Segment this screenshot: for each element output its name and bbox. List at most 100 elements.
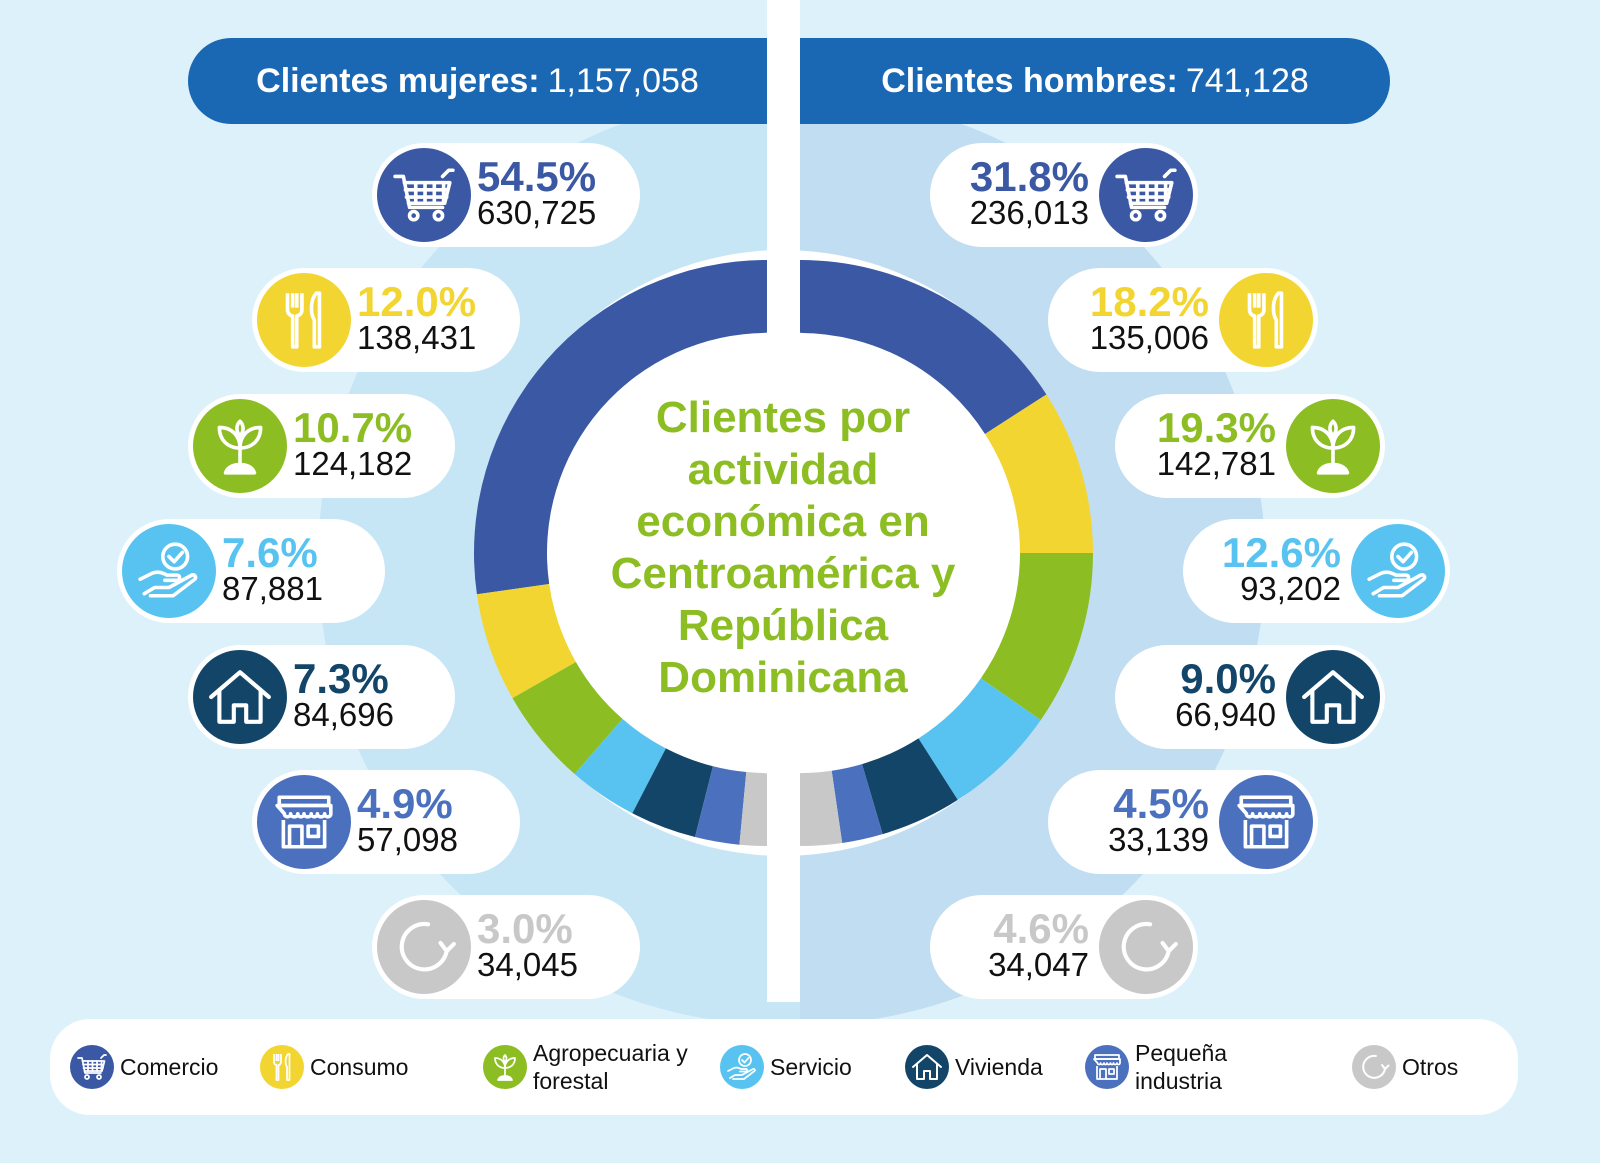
stat-count: 138,431 xyxy=(357,319,477,356)
hand-check-icon xyxy=(1365,538,1431,604)
category-badge xyxy=(1099,148,1193,242)
men-stat-consumo: 18.2% 135,006 xyxy=(1048,268,1318,372)
shopping-cart-icon xyxy=(391,162,457,228)
category-badge xyxy=(377,900,471,994)
stat-count: 33,139 xyxy=(1108,821,1209,858)
stat-text: 12.6% 93,202 xyxy=(1222,532,1341,607)
women-stat-consumo: 12.0% 138,431 xyxy=(252,268,520,372)
shopping-cart-icon xyxy=(76,1051,108,1083)
women-slice-comercio xyxy=(474,260,767,595)
legend-item-pequeña-industria: Pequeña industria xyxy=(1085,1019,1295,1115)
legend-badge xyxy=(905,1045,949,1089)
stat-percent: 7.6% xyxy=(222,529,318,576)
men-stat-servicio: 12.6% 93,202 xyxy=(1183,519,1450,623)
men-slice-servicio xyxy=(918,678,1041,800)
donut-gap xyxy=(767,250,800,860)
stat-text: 4.6% 34,047 xyxy=(988,905,1089,983)
legend-item-agropecuaria-y-forestal: Agropecuaria y forestal xyxy=(483,1019,693,1115)
sprout-icon xyxy=(207,413,273,479)
legend-label: Comercio xyxy=(120,1054,219,1080)
women-stat-pequeña-industria: 4.9% 57,098 xyxy=(252,770,520,874)
stat-count: 34,047 xyxy=(988,946,1089,983)
women-slice-pequeña-industria xyxy=(695,766,747,845)
fork-knife-icon xyxy=(271,287,337,353)
men-slice-otros xyxy=(800,770,843,846)
stat-percent: 10.7% xyxy=(293,404,413,451)
stat-text: 7.6% 87,881 xyxy=(222,529,323,607)
legend: Comercio Consumo Agropecuaria y forestal Se… xyxy=(50,1019,1518,1115)
category-badge xyxy=(1219,273,1313,367)
stat-percent: 4.5% xyxy=(1113,780,1209,827)
men-slice-vivienda xyxy=(862,738,958,835)
storefront-icon xyxy=(1091,1051,1123,1083)
legend-badge xyxy=(260,1045,304,1089)
legend-badge xyxy=(70,1045,114,1089)
legend-item-vivienda: Vivienda xyxy=(905,1019,1043,1115)
category-badge xyxy=(1351,524,1445,618)
refresh-icon xyxy=(1358,1051,1390,1083)
category-badge xyxy=(1219,775,1313,869)
stat-percent: 31.8% xyxy=(969,153,1089,200)
stat-text: 18.2% 135,006 xyxy=(1089,278,1209,356)
stat-text: 3.0% 34,045 xyxy=(477,905,578,983)
stat-percent: 3.0% xyxy=(477,905,573,952)
women-slice-servicio xyxy=(574,718,666,814)
stat-text: 9.0% 66,940 xyxy=(1175,658,1276,733)
men-label: Clientes hombres: xyxy=(881,61,1178,100)
stat-text: 10.7% 124,182 xyxy=(293,404,413,482)
hand-check-icon xyxy=(136,538,202,604)
header-women: Clientes mujeres: 1,157,058 xyxy=(188,38,767,124)
sprout-icon xyxy=(489,1051,521,1083)
house-icon xyxy=(1300,664,1366,730)
men-slice-agropecuaria-y-forestal xyxy=(980,553,1093,720)
stat-text: 54.5% 630,725 xyxy=(477,156,597,231)
stat-percent: 4.6% xyxy=(993,905,1089,952)
legend-item-otros: Otros xyxy=(1352,1019,1458,1115)
women-stat-otros: 3.0% 34,045 xyxy=(372,895,640,999)
stat-count: 84,696 xyxy=(293,696,394,733)
stat-count: 57,098 xyxy=(357,821,458,858)
legend-badge xyxy=(720,1045,764,1089)
stat-count: 93,202 xyxy=(1240,570,1341,607)
refresh-icon xyxy=(1113,914,1179,980)
stat-percent: 12.0% xyxy=(357,278,477,325)
legend-badge xyxy=(1352,1045,1396,1089)
stat-text: 19.3% 142,781 xyxy=(1156,407,1276,482)
stat-text: 12.0% 138,431 xyxy=(357,278,477,356)
women-total: 1,157,058 xyxy=(547,61,699,100)
fork-knife-icon xyxy=(266,1051,298,1083)
storefront-icon xyxy=(271,789,337,855)
category-badge xyxy=(1286,399,1380,493)
legend-label: Vivienda xyxy=(955,1054,1043,1080)
women-slice-vivienda xyxy=(632,748,713,838)
category-badge xyxy=(122,524,216,618)
category-badge xyxy=(193,399,287,493)
women-slice-consumo xyxy=(476,583,576,699)
stat-percent: 7.3% xyxy=(293,655,389,702)
legend-item-consumo: Consumo xyxy=(260,1019,408,1115)
legend-badge xyxy=(1085,1045,1129,1089)
men-stat-vivienda: 9.0% 66,940 xyxy=(1115,645,1385,749)
stat-text: 7.3% 84,696 xyxy=(293,655,394,733)
men-slice-consumo xyxy=(985,394,1093,553)
women-slice-otros xyxy=(739,772,767,846)
women-slice-agropecuaria-y-forestal xyxy=(512,662,623,774)
stat-count: 142,781 xyxy=(1156,445,1276,482)
sprout-icon xyxy=(1300,413,1366,479)
stat-text: 4.9% 57,098 xyxy=(357,780,458,858)
legend-label: Consumo xyxy=(310,1054,409,1080)
stat-percent: 18.2% xyxy=(1089,278,1209,325)
legend-item-comercio: Comercio xyxy=(70,1019,218,1115)
men-stat-otros: 4.6% 34,047 xyxy=(930,895,1198,999)
refresh-icon xyxy=(391,914,457,980)
category-badge xyxy=(1286,650,1380,744)
stat-count: 236,013 xyxy=(969,194,1089,231)
category-badge xyxy=(1099,900,1193,994)
category-badge xyxy=(257,775,351,869)
category-badge xyxy=(377,148,471,242)
legend-label: Servicio xyxy=(770,1054,852,1080)
stat-text: 4.5% 33,139 xyxy=(1108,780,1209,858)
stat-count: 66,940 xyxy=(1175,696,1276,733)
stat-count: 630,725 xyxy=(477,194,597,231)
stat-percent: 4.9% xyxy=(357,780,453,827)
